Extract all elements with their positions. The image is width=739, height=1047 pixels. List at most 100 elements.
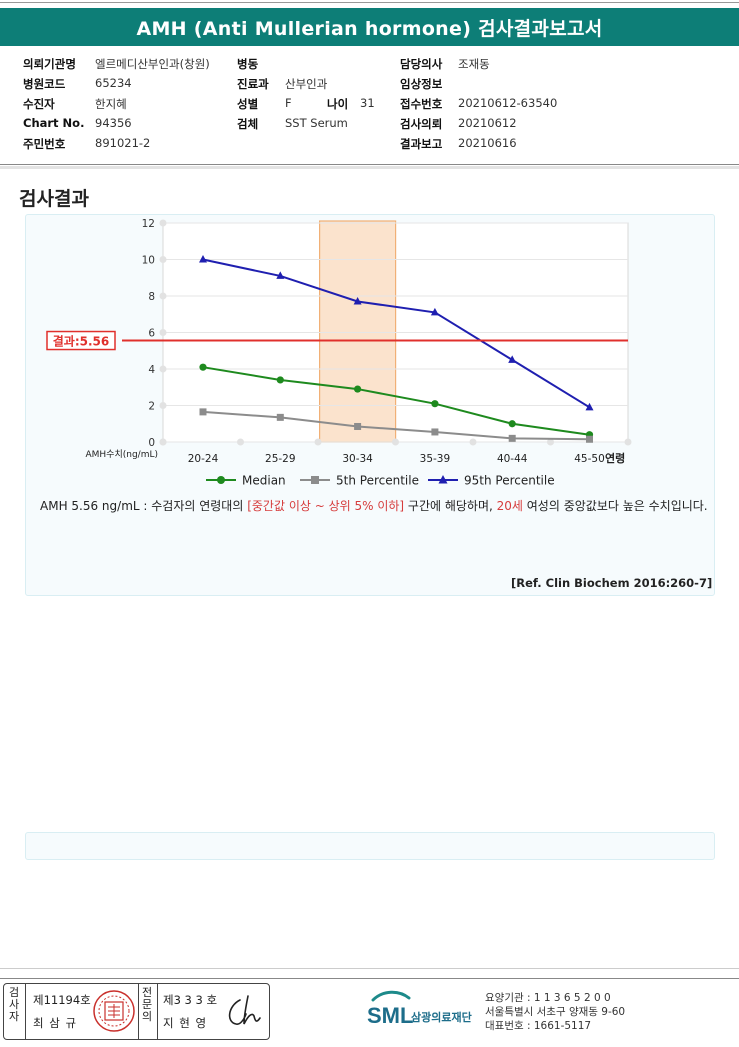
- divider-shadow: [0, 166, 739, 169]
- section-title: 검사결과: [19, 188, 89, 210]
- top-border: [0, 2, 739, 3]
- x-tick-label: 35-39: [420, 453, 451, 465]
- specimen-value: SST Serum: [285, 116, 348, 130]
- inspector-license: 제11194호: [33, 993, 91, 1007]
- result-date-value: 20210616: [458, 136, 517, 150]
- data-point: [354, 385, 362, 393]
- age-label: 나이: [327, 97, 349, 111]
- data-point: [508, 420, 516, 428]
- request-value: 20210612: [458, 116, 517, 130]
- handwritten-signature-icon: [228, 995, 261, 1025]
- y-tick-label: 12: [142, 218, 155, 230]
- org-logo: SML 삼광의료재단: [365, 990, 485, 1034]
- doctor-value: 조재동: [458, 57, 490, 71]
- patient-info: 의뢰기관명 엘르메디산부인과(창원) 병동 담당의사 조재동 병원코드 6523…: [0, 52, 739, 162]
- y-tick-dot: [159, 365, 167, 373]
- y-tick-dot: [159, 292, 167, 300]
- data-point: [199, 363, 207, 371]
- dept-label: 진료과: [237, 77, 269, 91]
- blank-panel: [25, 832, 715, 860]
- x-tick-label: 45-50: [574, 453, 605, 465]
- series-line-5th-percentile: [202, 410, 590, 441]
- data-point: [199, 255, 207, 263]
- ward-label: 병동: [237, 57, 259, 71]
- doctor-label: 전문의: [141, 986, 153, 1023]
- org-name: 삼광의료재단: [411, 1010, 472, 1024]
- sign-divider: [138, 984, 139, 1039]
- request-label: 검사의뢰: [400, 117, 443, 131]
- seal-stamp-icon: [93, 990, 135, 1032]
- id-label: 주민번호: [23, 137, 66, 151]
- y-tick-dot: [159, 256, 167, 263]
- receipt-label: 접수번호: [400, 97, 443, 111]
- org-code: 요양기관 : 1 1 3 6 5 2 0 0: [485, 992, 611, 1004]
- hospital-label: 의뢰기관명: [23, 57, 76, 71]
- x-tick-dot: [314, 438, 322, 446]
- footer-divider: [0, 978, 739, 979]
- x-unit-label: 연령: [605, 451, 625, 465]
- interpretation-text: AMH 5.56 ng/mL : 수검자의 연령대의 [중간값 이상 ~ 상위 …: [40, 497, 720, 516]
- x-tick-dot: [237, 438, 244, 446]
- series-line-95th-percentile: [202, 258, 591, 409]
- legend-label: 95th Percentile: [464, 474, 555, 488]
- patient-value: 한지혜: [95, 97, 127, 111]
- legend-marker: [311, 476, 319, 484]
- x-tick-label: 30-34: [342, 453, 373, 465]
- series-line-median: [202, 366, 590, 436]
- code-value: 65234: [95, 76, 132, 90]
- interp-part5: 여성의 중앙값보다 높은 수치입니다.: [522, 499, 708, 513]
- dept-value: 산부인과: [285, 77, 328, 91]
- result-label-box: [46, 330, 116, 351]
- footer-divider-light: [0, 968, 739, 969]
- y-tick-label: 0: [148, 437, 155, 449]
- y-axis-label: AMH수치(ng/mL): [85, 448, 158, 460]
- org-logo-text: SML: [367, 1003, 413, 1028]
- inspector-name: 최 삼 규: [33, 1016, 78, 1030]
- signature-box: 검사자 제11194호 최 삼 규 전문의 제3 3 3 호 지 현 영: [3, 983, 270, 1040]
- age-value: 31: [360, 96, 375, 110]
- x-tick-dot: [392, 438, 399, 446]
- y-tick-label: 10: [142, 255, 155, 267]
- interp-part1: AMH 5.56 ng/mL : 수검자의 연령대의: [40, 499, 248, 513]
- org-address: 서울특별시 서초구 양재동 9-60: [485, 1006, 626, 1018]
- legend-label: 5th Percentile: [336, 474, 419, 488]
- interp-range: [중간값 이상 ~ 상위 5% 이하]: [247, 499, 405, 513]
- hospital-value: 엘르메디산부인과(창원): [95, 57, 210, 71]
- y-tick-label: 4: [148, 364, 155, 376]
- result-date-label: 결과보고: [400, 137, 443, 151]
- y-tick-label: 2: [148, 401, 155, 413]
- sign-divider: [25, 984, 26, 1039]
- data-point: [276, 376, 284, 384]
- specimen-label: 검체: [237, 117, 259, 131]
- amh-chart: 0 2 4 6 8 10 12 20-24 25-29 30-34 35-39 40-44 45-50 연…: [46, 218, 632, 488]
- y-tick-dot: [159, 402, 167, 409]
- chart-label: Chart No.: [23, 116, 85, 130]
- receipt-value: 20210612-63540: [458, 96, 558, 110]
- data-point: [430, 307, 439, 316]
- sex-label: 성별: [237, 97, 259, 111]
- data-point: [353, 296, 362, 305]
- data-point: [586, 435, 593, 443]
- data-point: [354, 422, 362, 430]
- x-tick-label: 40-44: [497, 453, 528, 465]
- data-point: [199, 408, 207, 416]
- data-point: [508, 355, 517, 363]
- legend-label: Median: [242, 474, 286, 488]
- patient-label: 수진자: [23, 97, 55, 111]
- y-tick-label: 8: [148, 291, 155, 303]
- y-tick-dot: [159, 329, 167, 336]
- y-tick-dot: [159, 219, 167, 227]
- x-tick-dot: [624, 438, 632, 446]
- data-point: [276, 413, 284, 421]
- sml-logo-icon: SML 삼광의료재단: [367, 990, 472, 1028]
- inspector-label: 검사자: [8, 986, 20, 1023]
- legend-marker: [217, 476, 225, 484]
- chart-value: 94356: [95, 116, 132, 130]
- interp-age: 20세: [496, 499, 523, 513]
- interp-part3: 구간에 해당하며,: [404, 499, 497, 513]
- result-label: 결과:5.56: [53, 334, 110, 349]
- highlight-band: [319, 220, 397, 443]
- org-info: 요양기관 : 1 1 3 6 5 2 0 0 서울특별시 서초구 양재동 9-6…: [485, 991, 625, 1033]
- x-tick-dot: [159, 438, 167, 446]
- sex-value: F: [285, 96, 292, 110]
